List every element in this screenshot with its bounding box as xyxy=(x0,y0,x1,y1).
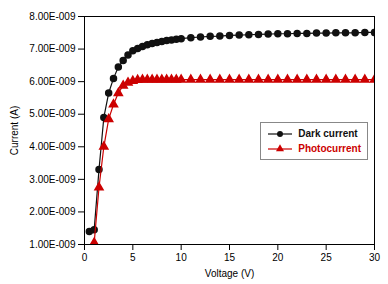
svg-text:4.00E-009: 4.00E-009 xyxy=(29,141,76,152)
html-text:Dark current: Dark current xyxy=(298,128,358,140)
svg-text:25: 25 xyxy=(321,252,333,263)
svg-text:7.00E-009: 7.00E-009 xyxy=(29,43,76,54)
svg-text:2.00E-009: 2.00E-009 xyxy=(29,206,76,217)
svg-text:Voltage (V): Voltage (V) xyxy=(205,268,254,279)
svg-text:5.00E-009: 5.00E-009 xyxy=(29,108,76,119)
svg-text:1.00E-009: 1.00E-009 xyxy=(29,239,76,250)
svg-text:30: 30 xyxy=(369,252,381,263)
svg-text:5: 5 xyxy=(130,252,136,263)
svg-text:20: 20 xyxy=(272,252,284,263)
svg-text:10: 10 xyxy=(176,252,188,263)
svg-text:3.00E-009: 3.00E-009 xyxy=(29,174,76,185)
svg-text:6.00E-009: 6.00E-009 xyxy=(29,76,76,87)
svg-text:15: 15 xyxy=(224,252,236,263)
svg-text:8.00E-009: 8.00E-009 xyxy=(29,11,76,22)
svg-text:Current (A): Current (A) xyxy=(9,106,20,155)
svg-text:0: 0 xyxy=(82,252,88,263)
html-text:Photocurrent: Photocurrent xyxy=(298,143,361,155)
